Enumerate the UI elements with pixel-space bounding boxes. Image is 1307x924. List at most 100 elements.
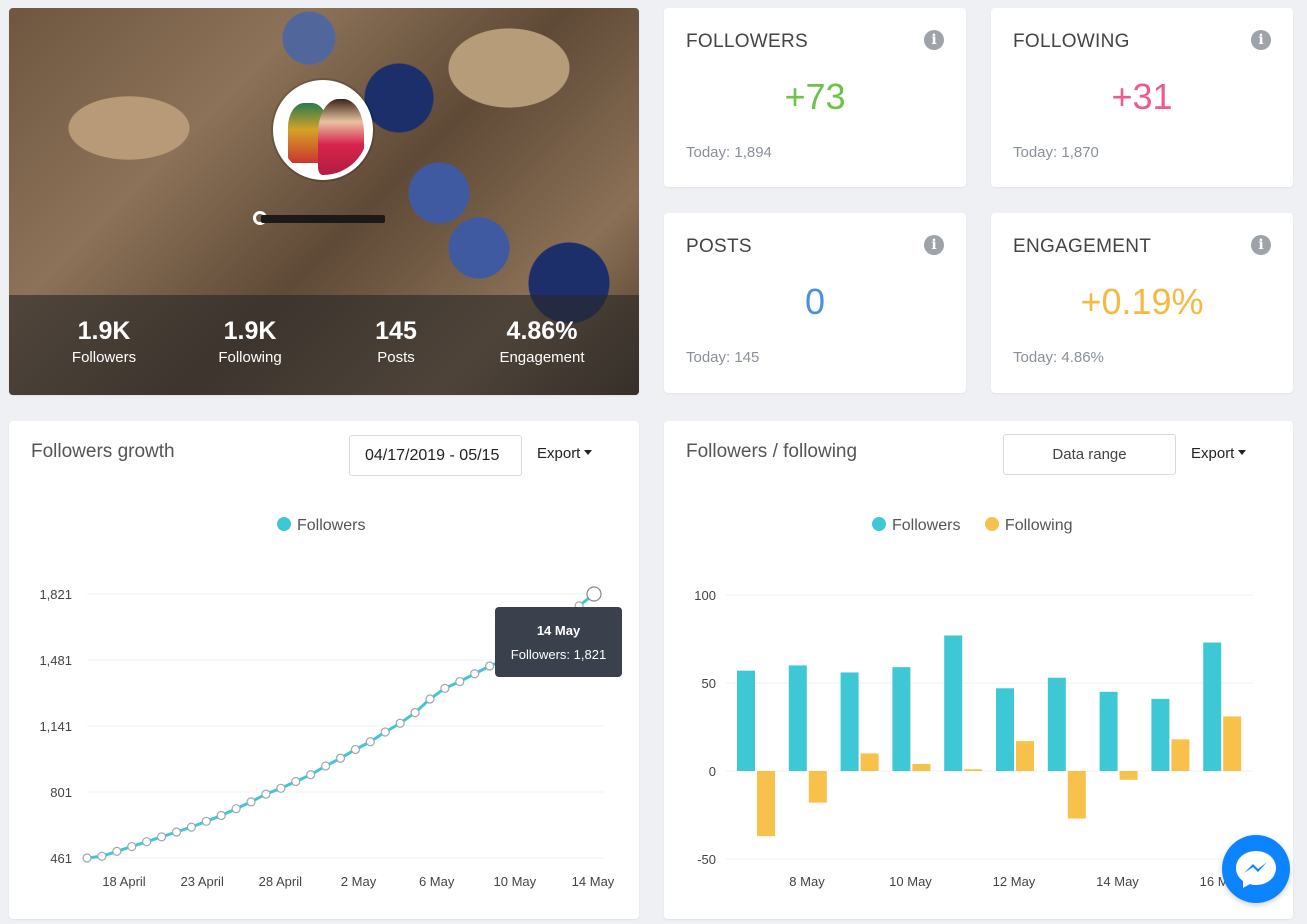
bar-following bbox=[912, 763, 931, 771]
bar-following bbox=[808, 771, 827, 803]
x-tick-label: 10 May bbox=[494, 874, 537, 889]
bar-followers bbox=[944, 635, 963, 771]
export-button[interactable]: Export bbox=[1191, 445, 1247, 462]
profile-card: 1.9K Followers 1.9K Following 145 Posts … bbox=[9, 8, 639, 395]
export-label: Export bbox=[537, 445, 581, 462]
engagement-card: ENGAGEMENT i +0.19% Today: 4.86% bbox=[991, 213, 1293, 393]
card-today: Today: 4.86% bbox=[1013, 349, 1104, 366]
chart-title: Followers / following bbox=[686, 441, 858, 462]
chart-tooltip: 14 May Followers: 1,821 bbox=[495, 607, 622, 677]
profile-stat-value: 1.9K bbox=[77, 317, 131, 345]
data-point bbox=[127, 841, 137, 852]
legend-dot-followers bbox=[872, 517, 886, 531]
data-point bbox=[261, 789, 271, 799]
info-icon[interactable]: i bbox=[924, 235, 944, 255]
y-tick-label: -50 bbox=[697, 852, 716, 867]
y-tick-label: 50 bbox=[702, 676, 716, 691]
card-title: FOLLOWING bbox=[1013, 31, 1130, 52]
profile-stat-label: Engagement bbox=[499, 349, 585, 366]
bar-following bbox=[757, 771, 775, 837]
x-tick-label: 10 May bbox=[889, 874, 932, 889]
info-icon[interactable]: i bbox=[1251, 30, 1271, 50]
data-point bbox=[156, 832, 167, 842]
data-point bbox=[350, 744, 361, 755]
data-point bbox=[335, 753, 346, 763]
bar-following bbox=[1067, 771, 1086, 819]
bar-following bbox=[860, 753, 879, 771]
data-point bbox=[201, 816, 211, 826]
legend-item-followers[interactable]: Followers bbox=[872, 517, 960, 535]
bar-following bbox=[1223, 716, 1242, 771]
data-point bbox=[320, 761, 331, 771]
card-title: FOLLOWERS bbox=[686, 31, 808, 52]
x-tick-label: 2 May bbox=[341, 874, 377, 889]
info-icon[interactable]: i bbox=[1251, 235, 1271, 255]
bar-followers bbox=[737, 670, 755, 771]
y-tick-label: 461 bbox=[50, 851, 72, 866]
data-range-button[interactable]: Data range bbox=[1003, 434, 1176, 475]
data-point bbox=[171, 827, 182, 837]
x-tick-label: 23 April bbox=[180, 874, 223, 889]
x-tick-label: 12 May bbox=[993, 874, 1036, 889]
avatar[interactable] bbox=[273, 80, 373, 180]
bar-followers bbox=[1047, 677, 1066, 771]
y-tick-label: 1,481 bbox=[39, 653, 72, 668]
data-point bbox=[470, 669, 480, 679]
export-button[interactable]: Export bbox=[537, 445, 593, 462]
data-point bbox=[425, 694, 435, 704]
tooltip-title: 14 May bbox=[536, 623, 581, 638]
legend-item-following[interactable]: Following bbox=[984, 517, 1073, 535]
data-point bbox=[380, 727, 390, 737]
card-today: Today: 1,870 bbox=[1013, 144, 1099, 161]
data-point bbox=[142, 837, 152, 847]
profile-stat-following: 1.9K Following bbox=[175, 316, 325, 366]
chart-title: Followers growth bbox=[31, 441, 175, 462]
card-today: Today: 1,894 bbox=[686, 144, 772, 161]
y-tick-label: 801 bbox=[50, 785, 72, 800]
profile-stat-value: 145 bbox=[375, 317, 417, 345]
data-point bbox=[395, 718, 405, 728]
followers-following-card: Followers / following Data range Export … bbox=[664, 421, 1293, 919]
caret-down-icon bbox=[1238, 450, 1247, 456]
data-point bbox=[440, 683, 450, 693]
bar-followers bbox=[1203, 642, 1222, 771]
chart-legend[interactable]: Followers bbox=[277, 517, 365, 535]
profile-stat-label: Posts bbox=[377, 349, 415, 366]
y-tick-label: 1,821 bbox=[39, 587, 72, 602]
profile-stat-value: 4.86% bbox=[506, 317, 578, 345]
data-point bbox=[586, 586, 602, 602]
data-point bbox=[82, 853, 92, 863]
date-range-input[interactable]: 04/17/2019 - 05/15 bbox=[349, 435, 522, 476]
chart-legend: Followers Following bbox=[872, 517, 1093, 535]
following-card: FOLLOWING i +31 Today: 1,870 bbox=[991, 8, 1293, 187]
legend-label: Followers bbox=[297, 517, 366, 534]
messenger-chat-button[interactable] bbox=[1222, 835, 1290, 903]
card-today: Today: 145 bbox=[686, 349, 760, 366]
legend-label: Following bbox=[1004, 517, 1073, 534]
x-tick-label: 28 April bbox=[259, 874, 302, 889]
card-value: +0.19% bbox=[1080, 281, 1204, 322]
profile-stat-label: Followers bbox=[71, 349, 137, 366]
messenger-icon bbox=[1236, 851, 1276, 888]
x-tick-label: 8 May bbox=[789, 874, 825, 889]
tooltip-value: Followers: 1,821 bbox=[510, 647, 607, 662]
profile-stat-engagement: 4.86% Engagement bbox=[467, 316, 617, 366]
y-tick-label: 0 bbox=[709, 764, 716, 779]
bar-followers bbox=[840, 672, 859, 771]
y-tick-label: 1,141 bbox=[39, 719, 72, 734]
x-tick-label: 6 May bbox=[419, 874, 455, 889]
bar-following bbox=[1171, 739, 1190, 771]
x-tick-label: 18 April bbox=[102, 874, 145, 889]
card-value: 0 bbox=[804, 281, 826, 322]
data-point bbox=[365, 737, 375, 747]
bar-followers bbox=[892, 667, 911, 771]
profile-stat-label: Following bbox=[218, 349, 282, 366]
info-icon[interactable]: i bbox=[924, 30, 944, 50]
bar-followers bbox=[996, 688, 1014, 771]
profile-stats-bar bbox=[9, 295, 639, 395]
data-point bbox=[112, 846, 122, 856]
export-label: Export bbox=[1191, 445, 1235, 462]
y-tick-label: 100 bbox=[694, 588, 716, 603]
followers-card: FOLLOWERS i +73 Today: 1,894 bbox=[664, 8, 966, 187]
legend-dot-following bbox=[984, 517, 999, 531]
